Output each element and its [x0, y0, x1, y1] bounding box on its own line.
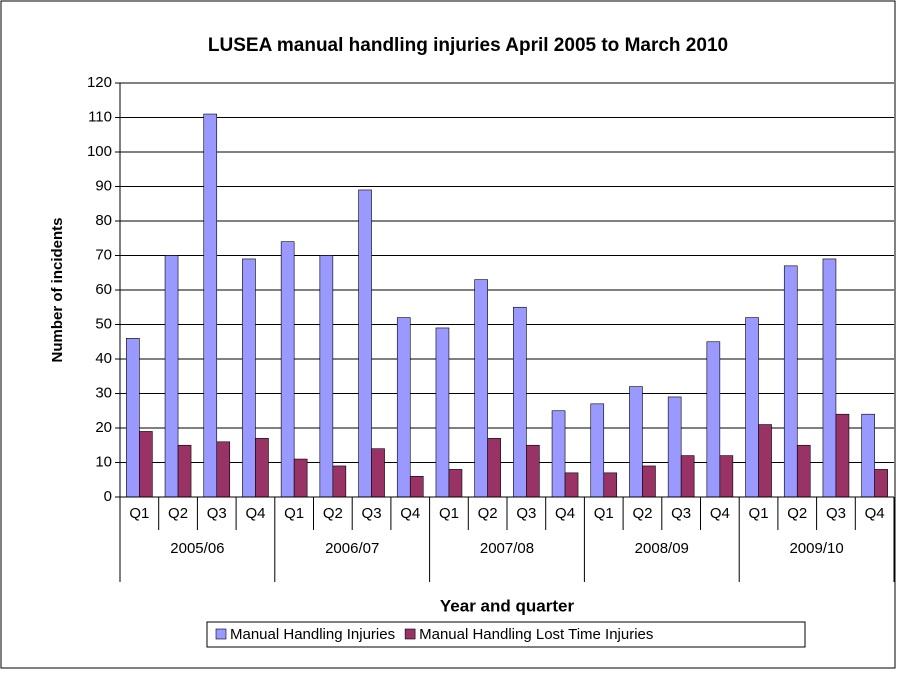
legend-swatch [215, 628, 227, 640]
bar [139, 431, 153, 498]
legend-label: Manual Handling Lost Time Injuries [419, 626, 653, 643]
bar [126, 337, 140, 498]
bar [783, 265, 798, 498]
y-tick-label: 10 [95, 453, 112, 470]
y-tick-label: 80 [95, 212, 112, 229]
bar [319, 255, 334, 498]
bar [396, 317, 411, 498]
bar [203, 113, 218, 498]
bar [242, 258, 256, 498]
x-tick-label: Q1 [594, 505, 614, 522]
legend-box [206, 621, 806, 648]
bar [255, 438, 269, 498]
y-tick-label: 90 [95, 177, 112, 194]
bar [680, 455, 695, 498]
bar [564, 472, 579, 498]
bar [409, 475, 424, 498]
bar [177, 444, 192, 498]
x-tick-label: Q4 [710, 505, 730, 522]
x-tick-label: Q2 [632, 505, 652, 522]
x-tick-label: Q3 [207, 505, 227, 522]
category-group-label: 2007/08 [480, 540, 534, 557]
bar [706, 341, 721, 498]
y-tick-label: 20 [95, 419, 112, 436]
x-tick-label: Q1 [129, 505, 149, 522]
bar [513, 306, 527, 498]
bar [835, 413, 850, 498]
y-tick-label: 110 [88, 108, 112, 125]
bar [667, 396, 682, 498]
bar [293, 458, 308, 498]
bar [796, 444, 811, 498]
y-tick-label: 120 [87, 74, 112, 91]
x-tick-label: Q1 [284, 505, 304, 522]
bar [861, 413, 875, 498]
bar [745, 317, 759, 498]
x-axis-title: Year and quarter [440, 596, 575, 615]
bar [642, 465, 656, 498]
bar [603, 472, 618, 498]
bar [448, 469, 463, 498]
y-axis-title: Number of incidents [49, 217, 66, 362]
bar [358, 189, 372, 498]
bar [216, 441, 231, 498]
category-group-label: 2005/06 [170, 540, 224, 557]
bar [719, 455, 734, 498]
bar [435, 327, 450, 498]
x-tick-label: Q2 [168, 505, 188, 522]
x-tick-label: Q2 [323, 505, 343, 522]
y-tick-label: 50 [95, 315, 112, 332]
bar [551, 410, 566, 498]
x-tick-label: Q4 [865, 505, 885, 522]
x-tick-label: Q4 [400, 505, 420, 522]
x-tick-label: Q1 [749, 505, 769, 522]
category-group-label: 2009/10 [789, 540, 843, 557]
legend-label: Manual Handling Injuries [230, 626, 395, 643]
x-tick-label: Q3 [671, 505, 691, 522]
bar [487, 438, 501, 498]
x-tick-label: Q4 [555, 505, 575, 522]
bar [822, 258, 837, 498]
y-tick-label: 70 [95, 246, 112, 263]
y-tick-label: 60 [95, 281, 112, 298]
bar [526, 444, 540, 498]
bar [332, 465, 347, 498]
category-group-label: 2008/09 [635, 540, 689, 557]
x-tick-label: Q1 [439, 505, 459, 522]
bar [629, 386, 643, 498]
x-tick-label: Q2 [787, 505, 807, 522]
x-tick-label: Q3 [362, 505, 382, 522]
y-tick-label: 30 [95, 384, 112, 401]
bar [164, 255, 179, 498]
bar [371, 448, 385, 498]
category-group-label: 2006/07 [325, 540, 379, 557]
bar [874, 469, 888, 498]
y-tick-label: 40 [95, 350, 112, 367]
bar [474, 279, 488, 498]
bar [758, 424, 772, 498]
x-tick-label: Q3 [826, 505, 846, 522]
x-tick-label: Q3 [516, 505, 536, 522]
legend-swatch [404, 628, 416, 640]
bar [590, 403, 605, 498]
y-tick-label: 0 [104, 488, 112, 505]
x-tick-label: Q4 [245, 505, 265, 522]
chart-title: LUSEA manual handling injuries April 200… [208, 35, 728, 56]
bar [280, 241, 295, 498]
x-tick-label: Q2 [478, 505, 498, 522]
y-tick-label: 100 [87, 143, 112, 160]
